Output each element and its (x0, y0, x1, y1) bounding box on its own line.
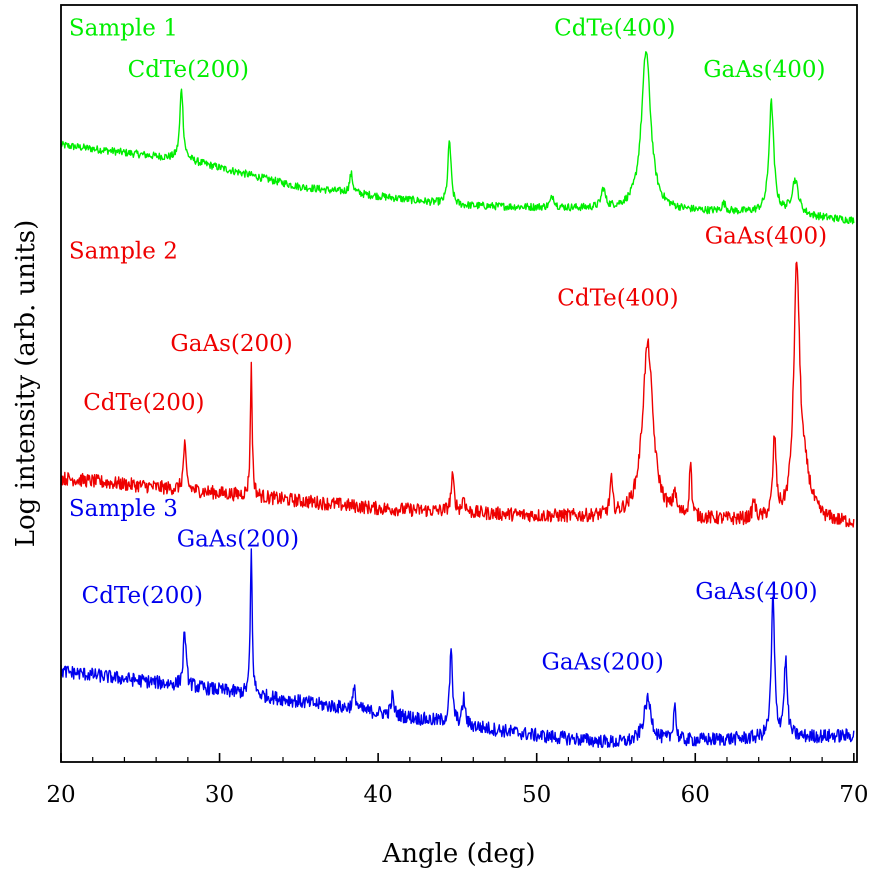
series-label-1: Sample 1 (69, 15, 178, 41)
peak-annotation: GaAs(200) (541, 650, 663, 676)
tick-layer: 20 30 40 50 60 70 (46, 753, 868, 808)
series-label-3: Sample 3 (69, 496, 178, 522)
peak-annotation: GaAs(400) (705, 223, 827, 249)
x-tick-label: 20 (46, 782, 75, 808)
x-tick-label: 70 (839, 782, 868, 808)
x-tick-label: 30 (205, 782, 234, 808)
plot-frame (60, 4, 858, 763)
series-label-2: Sample 2 (69, 239, 178, 265)
peak-annotation: GaAs(400) (703, 57, 825, 83)
peak-annotation: CdTe(200) (83, 390, 204, 416)
peak-annotation: CdTe(200) (128, 57, 249, 83)
series-line-1 (60, 51, 855, 225)
peak-annotation: GaAs(400) (695, 579, 817, 605)
series-line-2 (60, 261, 855, 528)
x-axis-title: Angle (deg) (381, 839, 535, 869)
peak-annotation: CdTe(200) (82, 583, 203, 609)
y-axis-title: Log intensity (arb. units) (11, 220, 41, 548)
annotation-layer: Sample 1 CdTe(200) CdTe(400) GaAs(400) Sampl… (69, 15, 827, 675)
peak-annotation: GaAs(200) (170, 331, 292, 357)
x-tick-label: 40 (363, 782, 392, 808)
peak-annotation: CdTe(400) (557, 286, 678, 312)
x-tick-label: 50 (522, 782, 551, 808)
series-layer (60, 51, 855, 749)
x-tick-label: 60 (681, 782, 710, 808)
peak-annotation: GaAs(200) (177, 526, 299, 552)
series-line-3 (60, 548, 855, 749)
peak-annotation: CdTe(400) (554, 15, 675, 41)
